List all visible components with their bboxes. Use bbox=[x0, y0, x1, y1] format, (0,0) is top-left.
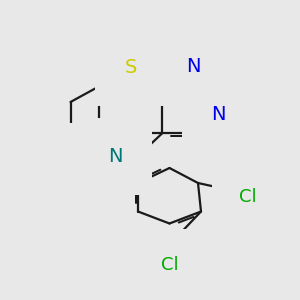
Text: Cl: Cl bbox=[239, 188, 256, 206]
Text: N: N bbox=[211, 105, 226, 124]
Text: S: S bbox=[124, 58, 137, 77]
Text: N: N bbox=[186, 57, 201, 76]
Text: N: N bbox=[108, 147, 123, 166]
Text: H: H bbox=[94, 148, 107, 166]
Text: Cl: Cl bbox=[161, 256, 178, 274]
